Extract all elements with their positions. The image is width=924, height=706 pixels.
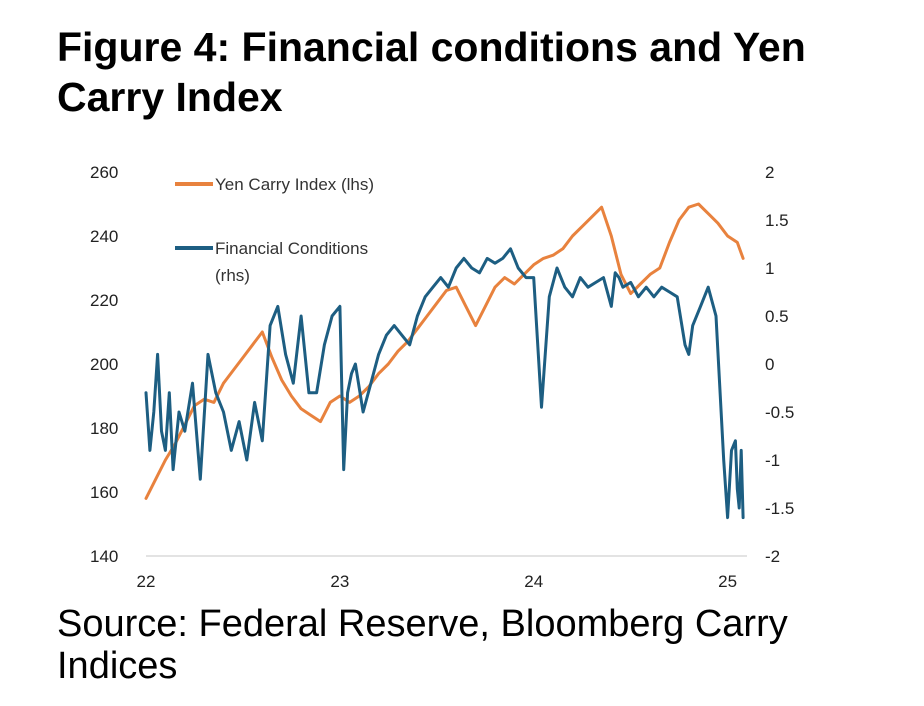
y-right-tick-label: 2 <box>765 163 774 182</box>
chart-lines <box>144 202 745 520</box>
y-right-tick-label: 0.5 <box>765 307 789 326</box>
x-tick-label: 23 <box>330 572 349 591</box>
x-tick-label: 22 <box>137 572 156 591</box>
y-left-tick-label: 240 <box>90 227 118 246</box>
y-right-tick-label: 1 <box>765 259 774 278</box>
financial-conditions-line <box>144 247 745 520</box>
source-note: Source: Federal Reserve, Bloomberg Carry… <box>57 603 788 687</box>
chart-legend: Yen Carry Index (lhs) Financial Condition… <box>175 175 374 285</box>
chart-axes: 140 160 180 200 220 240 260 -2 -1.5 -1 -0.5 0 0.5 1 1.… <box>90 163 794 591</box>
figure-title: Figure 4: Financial conditions and Yen C… <box>57 24 806 120</box>
chart: 140 160 180 200 220 240 260 -2 -1.5 -1 -0.5 0 0.5 1 1.… <box>90 163 794 591</box>
x-tick-label: 24 <box>524 572 543 591</box>
y-right-tick-label: -2 <box>765 547 780 566</box>
y-left-tick-label: 260 <box>90 163 118 182</box>
y-left-tick-label: 200 <box>90 355 118 374</box>
x-tick-label: 25 <box>718 572 737 591</box>
y-left-tick-label: 180 <box>90 419 118 438</box>
y-left-tick-label: 140 <box>90 547 118 566</box>
legend-label-yen: Yen Carry Index (lhs) <box>215 175 374 194</box>
y-left-tick-label: 220 <box>90 291 118 310</box>
y-right-tick-label: -1.5 <box>765 499 794 518</box>
y-right-tick-label: -0.5 <box>765 403 794 422</box>
y-left-tick-label: 160 <box>90 483 118 502</box>
legend-label-fc-suffix: (rhs) <box>215 266 250 285</box>
yen-carry-line <box>144 202 745 500</box>
y-right-tick-label: 0 <box>765 355 774 374</box>
legend-label-fc: Financial Conditions <box>215 239 368 258</box>
y-right-tick-label: 1.5 <box>765 211 789 230</box>
y-right-tick-label: -1 <box>765 451 780 470</box>
